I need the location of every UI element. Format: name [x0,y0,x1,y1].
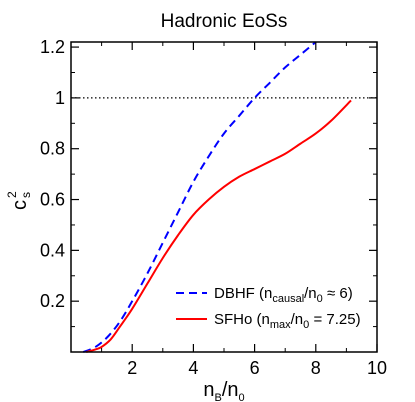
y-tick-label: 0.2 [40,291,65,311]
legend: DBHF (ncausal/n0 ≈ 6) SFHo (nmax/n0 = 7.… [176,285,361,331]
y-tick-label: 1.2 [40,37,65,57]
plot-frame [70,41,378,353]
legend-label-dbhf: DBHF (ncausal/n0 ≈ 6) [214,285,353,305]
x-axis-ticks: 2 4 6 8 10 [101,42,387,378]
y-tick-label: 0.8 [40,139,65,159]
chart-title: Hadronic EoSs [161,11,288,32]
y-tick-label: 0.6 [40,190,65,210]
x-tick-label: 10 [367,358,387,378]
legend-label-sfho: SFHo (nmax/n0 = 7.25) [214,311,361,331]
x-tick-label: 8 [311,358,321,378]
plot-area: 2 4 6 8 10 0.2 0.4 0.6 0.8 1 1.2 [40,37,387,378]
y-axis-ticks: 0.2 0.4 0.6 0.8 1 1.2 [40,37,377,328]
y-axis-label-main: c [9,200,31,210]
y-axis-label-sup: 2 [5,191,19,198]
x-tick-label: 4 [188,358,198,378]
x-axis-label: nB/n0 [203,379,244,402]
y-tick-label: 0.4 [40,240,65,260]
series-line-sfho [86,99,352,353]
y-axis-label: c 2 s [5,191,33,210]
y-axis-label-sub: s [19,192,33,198]
svg-text:c: c [9,200,31,210]
x-tick-label: 2 [127,358,137,378]
x-tick-label: 6 [250,358,260,378]
y-tick-label: 1 [55,88,65,108]
series-line-dbhf [82,41,317,353]
